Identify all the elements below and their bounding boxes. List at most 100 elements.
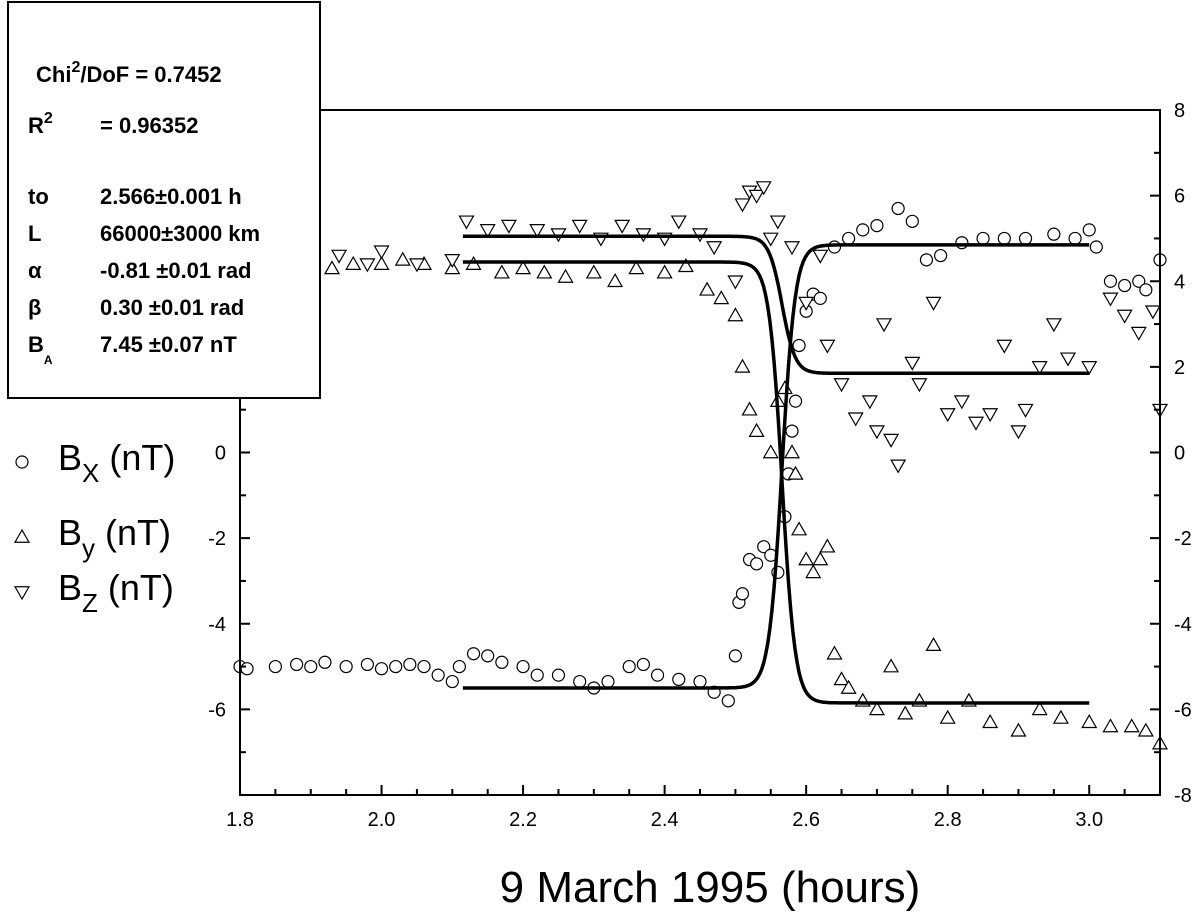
by-point (493, 264, 510, 279)
bx-point (304, 659, 318, 674)
x-tick-label: 2.6 (792, 809, 820, 831)
bx-point (452, 659, 466, 674)
stats-box-border (7, 1, 321, 399)
legend-marker-circle (15, 455, 29, 469)
by-point (840, 679, 857, 694)
bz-point (1045, 318, 1062, 333)
by-point (883, 658, 900, 673)
by-point (713, 290, 730, 305)
bz-point (812, 249, 829, 264)
y-tick-label-right: 0 (1174, 443, 1185, 465)
bz-point (883, 433, 900, 448)
bz-point (1017, 403, 1034, 418)
x-tick-label: 3.0 (1075, 809, 1103, 831)
bx-point (339, 659, 353, 674)
bz-point (762, 232, 779, 247)
bz-point (967, 416, 985, 431)
bx-point (1139, 283, 1153, 297)
bz-point (571, 219, 588, 234)
bx-point (374, 662, 389, 676)
bx-point (750, 557, 764, 571)
r-squared: R2 (28, 110, 53, 138)
bz-point (769, 215, 786, 230)
by-point (819, 538, 836, 553)
y-tick-label-right: -4 (1174, 614, 1192, 636)
bx-point (1068, 231, 1082, 246)
bz-point (953, 395, 970, 410)
param-value: 7.45 ±0.07 nT (100, 332, 237, 357)
bx-point (827, 240, 842, 254)
y-tick-label-right: -8 (1174, 785, 1192, 807)
bx-point (481, 649, 495, 663)
y-axis-right: -8 -6 -4 -2 0 2 4 6 8 (1150, 100, 1192, 807)
by-point (656, 264, 673, 279)
by-point (812, 551, 829, 566)
bx-point (1132, 274, 1146, 288)
bx-point (728, 649, 742, 663)
bx-point (389, 659, 403, 674)
by-point (1137, 722, 1154, 737)
bz-point (373, 245, 390, 260)
by-point (536, 264, 553, 279)
by-point (1052, 709, 1069, 724)
bz-point (1059, 352, 1077, 367)
by-point (741, 401, 758, 416)
bz-point (444, 253, 461, 269)
bx-point (792, 338, 806, 353)
bx-point (360, 657, 374, 672)
bx-point (997, 231, 1011, 246)
bz-point (331, 249, 348, 264)
bz-point (939, 408, 956, 423)
param-value: 2.566±0.001 h (100, 184, 242, 209)
x-tick-label: 2.4 (651, 809, 679, 831)
bz-point (847, 412, 864, 427)
by-point (805, 564, 822, 579)
x-tick-label: 2.2 (509, 809, 537, 831)
by-point (787, 465, 804, 480)
bx-point (573, 674, 587, 689)
bx-point (976, 231, 990, 246)
param-value: -0.81 ±0.01 rad (100, 258, 252, 283)
bz-point (706, 241, 723, 256)
legend-label: By (nT) (58, 512, 171, 563)
bx-point (431, 668, 445, 682)
bz-point (982, 408, 999, 423)
by-point (699, 281, 716, 296)
x-axis-title: 9 March 1995 (hours) (500, 863, 921, 912)
bz-point (479, 224, 496, 239)
bx-point (1118, 278, 1132, 293)
bx-point (785, 424, 799, 438)
by-point (868, 701, 885, 716)
by-point (925, 636, 942, 652)
bx-point (1047, 227, 1061, 241)
by-point (1102, 718, 1119, 733)
bx-point (445, 674, 459, 689)
x-axis: 1.8 2.0 2.2 2.4 2.6 2.8 3.0 (226, 785, 1161, 831)
bz-point (529, 224, 546, 239)
bz-point (1010, 425, 1027, 440)
bx-point (721, 694, 735, 708)
bz-point (670, 215, 687, 230)
bz-point (890, 459, 907, 474)
bz-point (861, 395, 878, 410)
param-name: to (28, 184, 49, 209)
bz-point (819, 339, 836, 354)
legend-label: BX (nT) (58, 437, 175, 488)
by-point (1031, 701, 1048, 716)
param-value: 0.30 ±0.01 rad (100, 295, 244, 320)
y-tick-label-right: 4 (1174, 271, 1185, 293)
bx-point (856, 223, 870, 237)
series-bz (260, 181, 1169, 474)
bx-point (516, 659, 530, 674)
bz-point (1116, 309, 1133, 324)
fit-curve-bz (462, 234, 1090, 376)
r-squared-value: = 0.96352 (100, 113, 198, 138)
legend: BX (nT) By (nT)BZ (nT) (13, 437, 175, 618)
bx-point (650, 668, 665, 682)
bz-point (458, 215, 475, 230)
by-point (323, 260, 341, 275)
bz-point (798, 296, 815, 311)
by-point (762, 444, 779, 459)
y-tick-label-left: 0 (215, 443, 226, 465)
fit-curve-by (462, 260, 1090, 705)
